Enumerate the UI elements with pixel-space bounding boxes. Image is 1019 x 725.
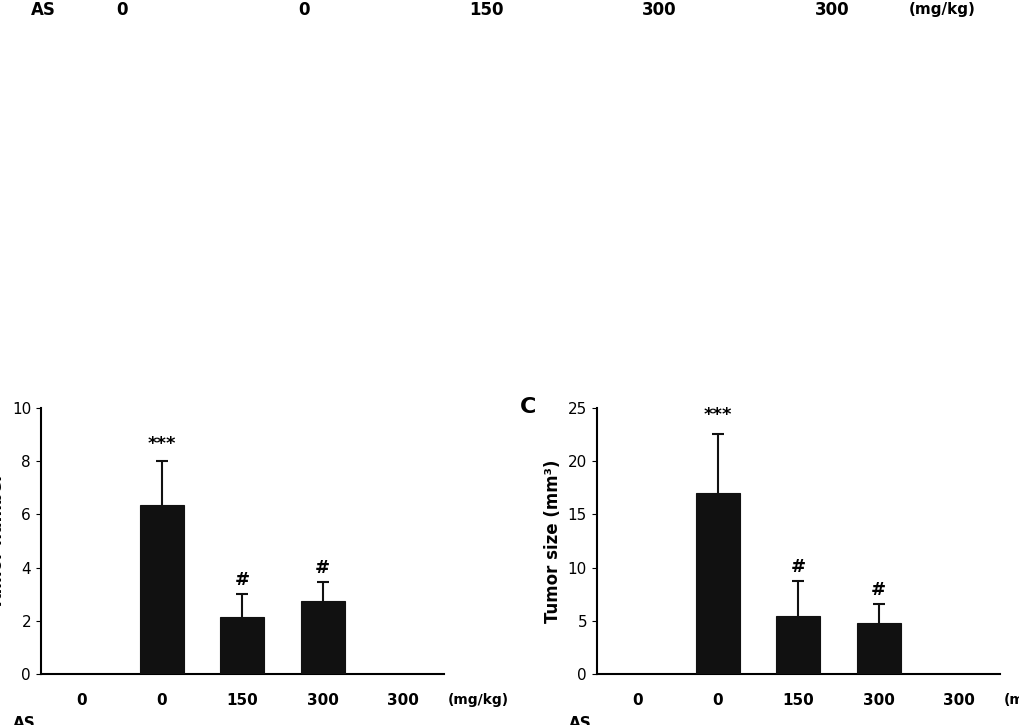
Text: 300: 300	[307, 693, 338, 708]
Text: AS: AS	[569, 716, 591, 725]
Text: C: C	[520, 397, 536, 417]
Text: #: #	[870, 581, 886, 599]
Text: 300: 300	[641, 1, 676, 19]
Text: 300: 300	[814, 1, 848, 19]
Text: 150: 150	[226, 693, 258, 708]
Text: 0: 0	[631, 693, 642, 708]
Y-axis label: Tumor number: Tumor number	[0, 473, 6, 609]
Text: 300: 300	[943, 693, 974, 708]
Text: #: #	[234, 571, 250, 589]
Text: 0: 0	[75, 693, 87, 708]
Text: #: #	[790, 558, 805, 576]
Text: AS: AS	[32, 1, 56, 19]
Text: ***: ***	[148, 435, 176, 453]
Text: (mg/kg): (mg/kg)	[908, 2, 975, 17]
Text: #: #	[315, 559, 330, 577]
Text: 150: 150	[469, 1, 503, 19]
Bar	[140, 505, 183, 674]
Bar	[220, 617, 264, 674]
Y-axis label: Tumor size (mm³): Tumor size (mm³)	[544, 459, 561, 623]
Text: 0: 0	[299, 1, 310, 19]
Text: AS: AS	[13, 716, 36, 725]
Bar	[856, 623, 900, 674]
Bar	[695, 493, 739, 674]
Text: 300: 300	[862, 693, 894, 708]
Text: 0: 0	[156, 693, 167, 708]
Text: ***: ***	[703, 406, 732, 423]
Text: 150: 150	[782, 693, 813, 708]
Text: 0: 0	[711, 693, 722, 708]
Text: (mg/kg): (mg/kg)	[447, 693, 508, 707]
Text: (mg/kg): (mg/kg)	[1003, 693, 1019, 707]
Bar	[301, 601, 344, 674]
Text: 0: 0	[116, 1, 128, 19]
Bar	[775, 616, 819, 674]
Text: 300: 300	[387, 693, 419, 708]
